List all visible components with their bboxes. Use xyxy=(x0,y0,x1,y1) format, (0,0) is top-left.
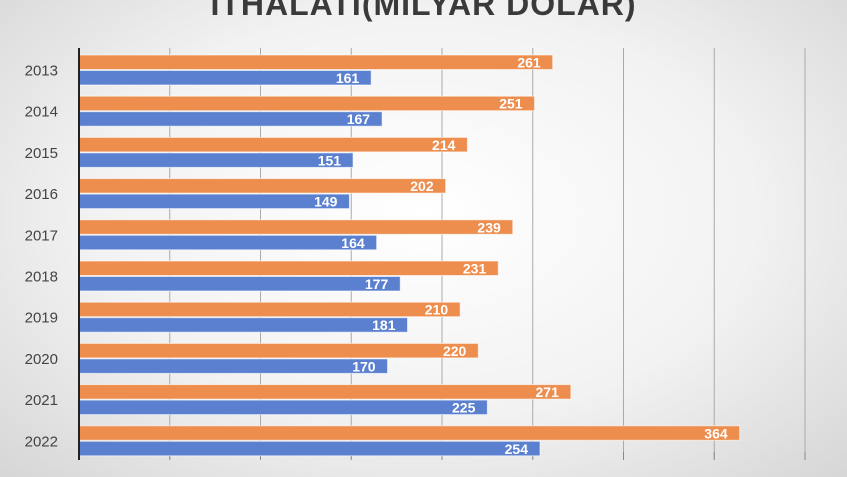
bar-2018-series2 xyxy=(78,276,401,292)
x-tick-label: 150 xyxy=(339,475,364,477)
data-label: 239 xyxy=(477,219,501,235)
x-tick-label: 250 xyxy=(520,475,545,477)
y-tick-label: 2015 xyxy=(25,145,58,162)
data-label: 167 xyxy=(347,111,371,127)
x-tick-label: 400 xyxy=(792,475,817,477)
x-tick-label: 350 xyxy=(702,475,727,477)
bar-2014-series2 xyxy=(78,111,383,127)
bar-2017-series2 xyxy=(78,234,378,251)
data-label: 254 xyxy=(505,441,529,457)
data-label: 161 xyxy=(336,70,360,86)
y-tick-label: 2019 xyxy=(25,310,58,327)
bar-2013-series1 xyxy=(78,54,554,70)
x-tick-label: 0 xyxy=(75,475,83,477)
data-label: 271 xyxy=(536,384,560,400)
data-label: 170 xyxy=(352,358,376,374)
x-tick-label: 300 xyxy=(611,475,636,477)
data-label: 231 xyxy=(463,261,487,277)
y-tick-label: 2018 xyxy=(25,269,58,286)
bar-2018-series1 xyxy=(78,260,499,276)
bar-2013-series2 xyxy=(78,70,372,86)
data-label: 261 xyxy=(517,55,541,71)
bar-2022-series2 xyxy=(78,440,541,457)
bar-2020-series2 xyxy=(78,358,389,374)
y-tick-label: 2016 xyxy=(25,186,58,203)
data-label: 151 xyxy=(318,152,342,168)
bar-2017-series1 xyxy=(78,219,514,235)
data-label: 164 xyxy=(341,235,365,251)
chart-title: İTHALATI(MİLYAR DOLAR) xyxy=(210,0,637,22)
data-label: 220 xyxy=(443,343,467,359)
bar-2019-series1 xyxy=(78,301,461,318)
bar-2021-series2 xyxy=(78,399,488,416)
data-label: 364 xyxy=(704,425,728,441)
bar-2016-series1 xyxy=(78,178,447,194)
y-tick-label: 2017 xyxy=(25,227,58,244)
bar-2015-series1 xyxy=(78,136,468,153)
data-label: 202 xyxy=(410,178,434,194)
x-tick-label: 50 xyxy=(161,475,178,477)
y-tick-label: 2014 xyxy=(25,104,58,121)
data-label: 251 xyxy=(499,96,523,112)
data-label: 210 xyxy=(425,302,449,318)
y-tick-label: 2013 xyxy=(25,63,58,80)
bar-2020-series1 xyxy=(78,342,479,359)
data-label: 214 xyxy=(432,137,456,153)
bar-2014-series1 xyxy=(78,95,536,112)
y-tick-label: 2021 xyxy=(25,392,58,409)
y-tick-label: 2020 xyxy=(25,351,58,368)
data-label: 177 xyxy=(365,276,389,292)
bar-2016-series2 xyxy=(78,193,350,210)
data-label: 225 xyxy=(452,400,476,416)
bar-2022-series1 xyxy=(78,425,741,441)
bar-2015-series2 xyxy=(78,152,354,168)
data-label: 149 xyxy=(314,194,338,210)
data-label: 181 xyxy=(372,317,396,333)
bar-2019-series2 xyxy=(78,317,409,333)
x-tick-label: 200 xyxy=(429,475,454,477)
bar-2021-series1 xyxy=(78,384,572,400)
y-tick-label: 2022 xyxy=(25,433,58,450)
x-tick-label: 100 xyxy=(248,475,273,477)
